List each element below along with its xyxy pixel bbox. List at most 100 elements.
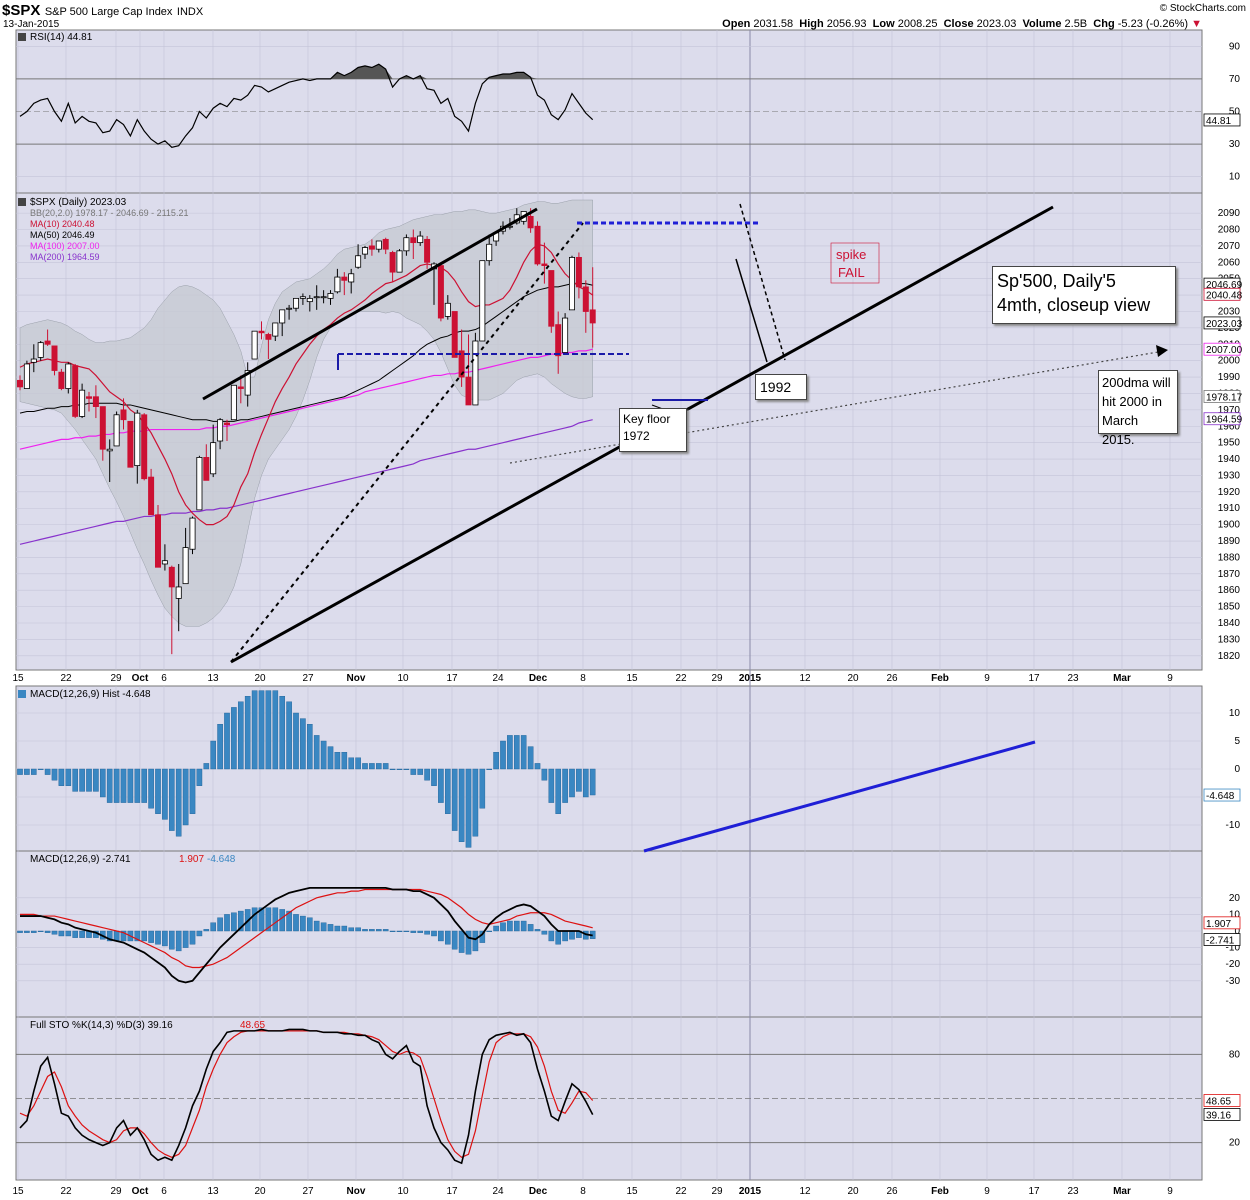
date-tick-label: 12 [799,673,811,684]
price-tick-label: 1950 [1218,438,1241,449]
macd-hist-bar [313,735,320,770]
macd-hist-bar [58,768,65,786]
panel-legends: RSI(14) 44.81 $SPX (Daily) 2023.03BB(20,2… [18,32,265,1031]
candle-body [161,560,168,565]
macd-panel-hist-bar [162,930,168,947]
macd-hist-bar [17,768,23,775]
macd-hist-bar [37,768,44,771]
rsi-tick-label: 10 [1229,172,1241,183]
macd-panel-hist-bar [458,930,465,953]
date-tick-label-bottom: 2015 [739,1186,762,1197]
candle-body [589,309,596,324]
title-callout: Sp'500, Daily'5 4mth, closeup view [992,266,1176,324]
ma10-legend: MA(10) 2040.48 [30,219,95,229]
candle-body [527,215,534,229]
hist-tick-label: -10 [1226,820,1241,831]
macd-hist-bar [507,735,513,770]
hist-panel [15,685,1203,852]
hist-value-tag: -4.648 [1206,791,1235,802]
macd-panel-hist-bar [541,930,548,935]
candle-body [148,476,155,516]
macd-panel-hist-bar [500,922,506,932]
low-value: 2008.25 [897,18,938,30]
macd-panel-hist-bar [396,930,403,933]
date-tick-label-bottom: 10 [397,1186,409,1197]
macd-panel-hist-bar [362,929,368,932]
rsi-legend: RSI(14) 44.81 [30,32,93,43]
close-label: Close [943,18,974,30]
macd-hist-bar [175,768,182,837]
macd-panel-hist-bar [293,914,299,932]
date-tick-label-bottom: 9 [984,1186,990,1197]
chg-label: Chg [1093,18,1115,30]
sto-tick-label: 20 [1229,1138,1241,1149]
candle-body [86,396,93,399]
macd-hist-bar [465,768,472,848]
annotation-spike: spike [836,247,866,262]
date-tick-label-bottom: 8 [580,1186,586,1197]
date-tick-label-bottom: 13 [207,1186,219,1197]
macd-hist-bar [438,768,444,803]
sto-tick-label: 80 [1229,1049,1241,1060]
ma50-line [19,283,593,422]
sto-k-tag: 39.16 [1206,1110,1231,1121]
macd-hist-bar [307,724,313,770]
candle-body [30,358,37,363]
macd-panel-hist-bar [134,930,141,942]
candle-body [465,376,472,406]
sto-d-tag-box [1203,1094,1241,1107]
macd-hist-bar [514,735,520,770]
candle-body [548,270,555,327]
sto-k-tag-box [1203,1108,1241,1121]
price-tick-label: 1960 [1218,421,1241,432]
macd-panel-hist-bar [534,929,541,932]
candle-body [375,240,382,250]
hist-tick-label: 0 [1234,764,1240,775]
macd-hist-bar [148,768,154,809]
macd-panel-hist-bar [37,930,44,933]
macd-panel-hist-bar [17,930,23,933]
price-legend: $SPX (Daily) 2023.03 [30,197,127,208]
macd-panel-hist-bar [237,910,244,932]
hist-value-tag-box [1203,788,1241,802]
rsi-tick-label: 70 [1229,74,1241,85]
macd-signal-tag: 1.907 [1206,919,1231,930]
candle-body [279,309,286,324]
date-tick-label: 10 [397,673,409,684]
date-tick-label-bottom: Dec [529,1186,548,1197]
macd-hist-bar [369,763,375,770]
macd-panel-hist-bar [334,925,341,932]
high-value: 2056.93 [826,18,867,30]
price-tick-label: 1850 [1218,602,1241,613]
date-tick-label: 9 [1167,673,1173,684]
macd-line [20,886,593,984]
macd-panel-hist-bar [472,930,479,952]
macd-panel-hist-bar [507,920,513,932]
key-floor-callout: Key floor 1972 [619,408,687,452]
title-line-1: Sp'500, Daily'5 [997,271,1116,291]
price-value-tag-box [1203,342,1241,356]
price-value-tag-box [1203,287,1241,301]
macd-hist-bar [500,740,506,770]
rsi-legend-swatch [18,33,26,41]
annotation-fail: FAIL [838,265,865,280]
date-tick-label: 2015 [739,673,762,684]
macd-hist-bar [493,752,499,770]
sto-panel [15,1016,1203,1181]
ma200-line [19,419,593,545]
key-floor-line-1: Key floor [623,412,671,426]
macd-tick-label: 10 [1229,909,1241,920]
macd-panel-hist-bar [307,917,313,932]
macd-panel-hist-bar [203,929,210,932]
macd-panel-hist-bar [548,930,555,942]
ma200-line-3: March 2015. [1102,413,1139,447]
date-tick-label-bottom: 9 [1167,1186,1173,1197]
macd-panel-hist-bar [514,920,520,932]
macd-hist-bar [479,768,486,809]
ma200-callout: 200dma will hit 2000 in March 2015. [1098,370,1178,447]
macd-hist-bar [576,768,582,792]
macd-panel-hist-bar [44,930,51,933]
macd-panel-hist-bar [493,925,499,932]
macd-panel-hist-bar [527,924,534,932]
